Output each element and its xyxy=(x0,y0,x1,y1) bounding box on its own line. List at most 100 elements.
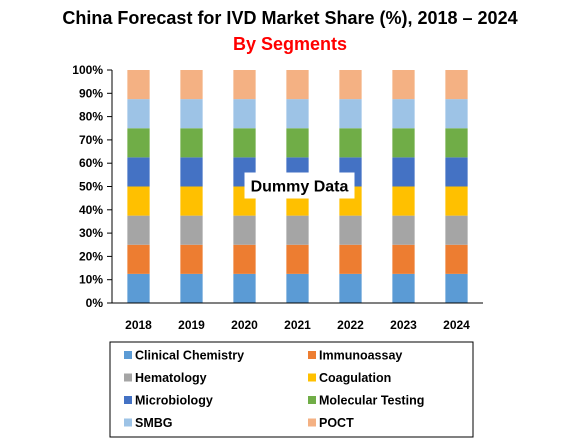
legend-label: Microbiology xyxy=(135,394,213,408)
bar-segment xyxy=(339,128,362,158)
legend-label: Coagulation xyxy=(319,371,391,385)
bar-segment xyxy=(286,70,309,100)
bar-segment xyxy=(286,244,309,274)
legend: Clinical Chemistry Immunoassay Hematology C… xyxy=(109,341,474,438)
legend-swatch xyxy=(308,373,316,382)
bar-segment xyxy=(445,157,468,187)
legend-label: Hematology xyxy=(135,371,207,385)
y-tick-label: 100% xyxy=(72,63,103,77)
bar-segment xyxy=(392,128,415,158)
bar-segment xyxy=(392,157,415,187)
y-tick-label: 10% xyxy=(79,273,103,287)
x-axis-ticks: 2018 2019 2020 2021 2022 2023 2024 xyxy=(125,318,470,332)
legend-swatch xyxy=(124,351,132,359)
bar-segment xyxy=(392,186,415,216)
x-tick-label: 2018 xyxy=(125,318,152,332)
bar-segment xyxy=(233,244,256,274)
bar-segment xyxy=(392,244,415,274)
bar-segment xyxy=(180,99,203,129)
bar-segment xyxy=(392,99,415,129)
annotation-label: Dummy Data xyxy=(251,179,349,196)
bar-segment xyxy=(180,157,203,187)
x-tick-label: 2023 xyxy=(390,318,417,332)
bar-segment xyxy=(180,70,203,100)
bar-segment xyxy=(339,273,362,303)
y-tick-label: 70% xyxy=(79,133,103,147)
bar-segment xyxy=(445,70,468,100)
bar-segment xyxy=(286,99,309,129)
bar-segment xyxy=(180,273,203,303)
y-tick-label: 80% xyxy=(79,110,103,124)
bar-segment xyxy=(339,99,362,129)
legend-swatch xyxy=(124,373,132,382)
bar-segment xyxy=(180,244,203,274)
legend-label: Molecular Testing xyxy=(319,394,424,408)
y-axis-ticks: 0% 10% 20% 30% 40% 50% 60% 70% 80% 90% 100% xyxy=(72,63,112,310)
y-tick-label: 60% xyxy=(79,156,103,170)
annotation-box xyxy=(244,172,355,199)
y-tick-label: 40% xyxy=(79,203,103,217)
legend-label: SMBG xyxy=(135,416,173,430)
bar-segment xyxy=(233,273,256,303)
legend-label: POCT xyxy=(319,416,354,430)
bar-segment xyxy=(445,244,468,274)
bar-segment xyxy=(180,215,203,245)
bar-segment xyxy=(180,186,203,216)
bar-segment xyxy=(286,128,309,158)
bar-segment xyxy=(392,215,415,245)
bar-segment xyxy=(445,99,468,129)
bar-segment xyxy=(180,128,203,158)
bar-segment xyxy=(127,157,150,187)
bar-segment xyxy=(233,128,256,158)
annotation: Dummy Data xyxy=(244,172,355,199)
legend-swatch xyxy=(124,396,132,404)
bar-segment xyxy=(127,99,150,129)
axes xyxy=(111,70,483,304)
x-tick-label: 2019 xyxy=(178,318,205,332)
legend-item: POCT xyxy=(308,416,354,430)
bar-segment xyxy=(127,128,150,158)
legend-swatch xyxy=(308,418,316,427)
y-tick-label: 90% xyxy=(79,86,103,100)
bar-segment xyxy=(392,70,415,100)
bar-segment xyxy=(445,215,468,245)
y-tick-label: 50% xyxy=(79,180,103,194)
bar-segment xyxy=(445,186,468,216)
legend-label: Immunoassay xyxy=(319,349,402,363)
bar-segment xyxy=(233,215,256,245)
chart-title: China Forecast for IVD Market Share (%),… xyxy=(62,8,518,28)
legend-item: SMBG xyxy=(124,416,173,430)
bar-segment xyxy=(233,99,256,129)
bar-segment xyxy=(445,273,468,303)
x-tick-label: 2021 xyxy=(284,318,311,332)
legend-box xyxy=(109,341,474,438)
legend-item: Hematology xyxy=(124,371,207,385)
chart-subtitle: By Segments xyxy=(232,34,348,54)
bar-segment xyxy=(339,70,362,100)
legend-item: Immunoassay xyxy=(308,349,402,363)
bar-segment xyxy=(127,273,150,303)
legend-item: Microbiology xyxy=(124,394,213,408)
legend-item: Clinical Chemistry xyxy=(124,349,244,363)
legend-item: Coagulation xyxy=(308,371,391,385)
x-tick-label: 2022 xyxy=(337,318,364,332)
legend-swatch xyxy=(308,351,316,359)
legend-swatch xyxy=(308,396,316,404)
y-tick-label: 20% xyxy=(79,249,103,263)
y-tick-label: 0% xyxy=(86,296,104,310)
bar-segment xyxy=(339,215,362,245)
bar-segment xyxy=(127,70,150,100)
bar-segment xyxy=(127,186,150,216)
bar-segment xyxy=(445,128,468,158)
x-tick-label: 2024 xyxy=(443,318,470,332)
bar-segment xyxy=(286,273,309,303)
bar-segment xyxy=(286,215,309,245)
x-tick-label: 2020 xyxy=(231,318,258,332)
bar-segment xyxy=(127,244,150,274)
y-tick-label: 30% xyxy=(79,226,103,240)
legend-label: Clinical Chemistry xyxy=(135,349,244,363)
legend-swatch xyxy=(124,418,132,427)
bar-segment xyxy=(233,70,256,100)
bar-segment xyxy=(127,215,150,245)
